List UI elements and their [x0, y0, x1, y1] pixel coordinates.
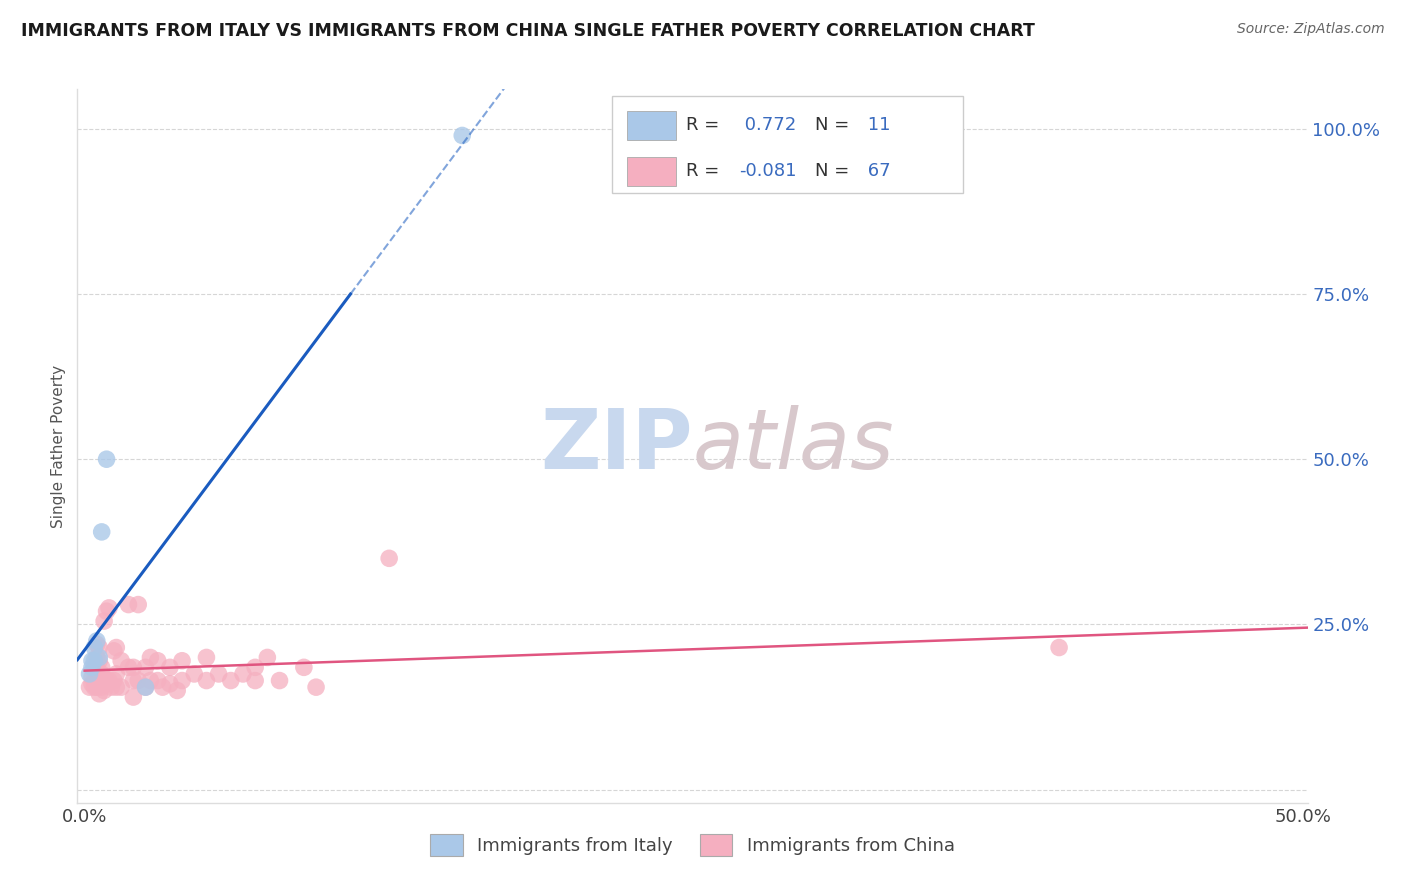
FancyBboxPatch shape: [627, 111, 676, 140]
Point: [83, 673, 105, 688]
Point: [93, 683, 115, 698]
Text: Source: ZipAtlas.com: Source: ZipAtlas.com: [1237, 22, 1385, 37]
Point: [232, 667, 254, 681]
Point: [127, 673, 149, 688]
Point: [98, 600, 121, 615]
Point: [103, 644, 125, 658]
Point: [166, 683, 188, 698]
Point: [83, 654, 105, 668]
Point: [96, 673, 118, 688]
Text: R =: R =: [686, 162, 725, 180]
Point: [86, 660, 108, 674]
Point: [96, 452, 118, 467]
Point: [159, 660, 181, 674]
Point: [103, 673, 125, 688]
Point: [292, 660, 315, 674]
Point: [139, 673, 162, 688]
Point: [98, 673, 121, 688]
Point: [117, 660, 139, 674]
Point: [172, 673, 194, 688]
Point: [100, 680, 122, 694]
Point: [79, 680, 101, 694]
Point: [86, 634, 108, 648]
Text: R =: R =: [686, 116, 725, 134]
Legend: Immigrants from Italy, Immigrants from China: Immigrants from Italy, Immigrants from C…: [422, 825, 963, 865]
Point: [243, 673, 266, 688]
Point: [80, 677, 103, 691]
Point: [146, 673, 169, 688]
Point: [135, 660, 157, 674]
FancyBboxPatch shape: [613, 96, 963, 193]
Point: [159, 677, 181, 691]
Point: [86, 673, 108, 688]
Text: 11: 11: [862, 116, 891, 134]
Point: [110, 680, 132, 694]
Text: -0.081: -0.081: [740, 162, 797, 180]
Text: IMMIGRANTS FROM ITALY VS IMMIGRANTS FROM CHINA SINGLE FATHER POVERTY CORRELATION: IMMIGRANTS FROM ITALY VS IMMIGRANTS FROM…: [21, 22, 1035, 40]
Point: [80, 660, 103, 674]
Text: N =: N =: [815, 116, 855, 134]
Point: [451, 128, 474, 143]
Text: 0.772: 0.772: [740, 116, 796, 134]
Point: [122, 690, 145, 704]
Point: [90, 667, 112, 681]
Point: [127, 598, 149, 612]
Point: [83, 680, 105, 694]
Point: [152, 680, 174, 694]
Point: [86, 637, 108, 651]
Point: [256, 650, 278, 665]
Point: [89, 654, 111, 668]
Point: [122, 660, 145, 674]
Point: [105, 667, 128, 681]
Point: [89, 673, 111, 688]
FancyBboxPatch shape: [627, 157, 676, 186]
Text: ZIP: ZIP: [540, 406, 693, 486]
Point: [83, 660, 105, 674]
Text: N =: N =: [815, 162, 855, 180]
Point: [269, 673, 291, 688]
Point: [93, 673, 115, 688]
Point: [96, 604, 118, 618]
Point: [195, 650, 218, 665]
Point: [89, 640, 111, 655]
Point: [80, 670, 103, 684]
Point: [135, 680, 157, 694]
Point: [139, 650, 162, 665]
Point: [1047, 640, 1070, 655]
Point: [207, 667, 229, 681]
Text: atlas: atlas: [693, 406, 894, 486]
Point: [378, 551, 401, 566]
Point: [172, 654, 194, 668]
Point: [195, 673, 218, 688]
Point: [90, 524, 112, 539]
Point: [135, 680, 157, 694]
Point: [117, 598, 139, 612]
Point: [86, 680, 108, 694]
Y-axis label: Single Father Poverty: Single Father Poverty: [51, 365, 66, 527]
Point: [80, 654, 103, 668]
Point: [183, 667, 205, 681]
Point: [90, 680, 112, 694]
Point: [219, 673, 242, 688]
Point: [122, 673, 145, 688]
Text: 67: 67: [862, 162, 891, 180]
Point: [305, 680, 328, 694]
Point: [90, 660, 112, 674]
Point: [146, 654, 169, 668]
Point: [79, 667, 101, 681]
Point: [105, 680, 128, 694]
Point: [89, 650, 111, 665]
Point: [86, 650, 108, 665]
Point: [105, 640, 128, 655]
Point: [83, 640, 105, 655]
Point: [90, 673, 112, 688]
Point: [93, 614, 115, 628]
Point: [110, 654, 132, 668]
Point: [89, 687, 111, 701]
Point: [243, 660, 266, 674]
